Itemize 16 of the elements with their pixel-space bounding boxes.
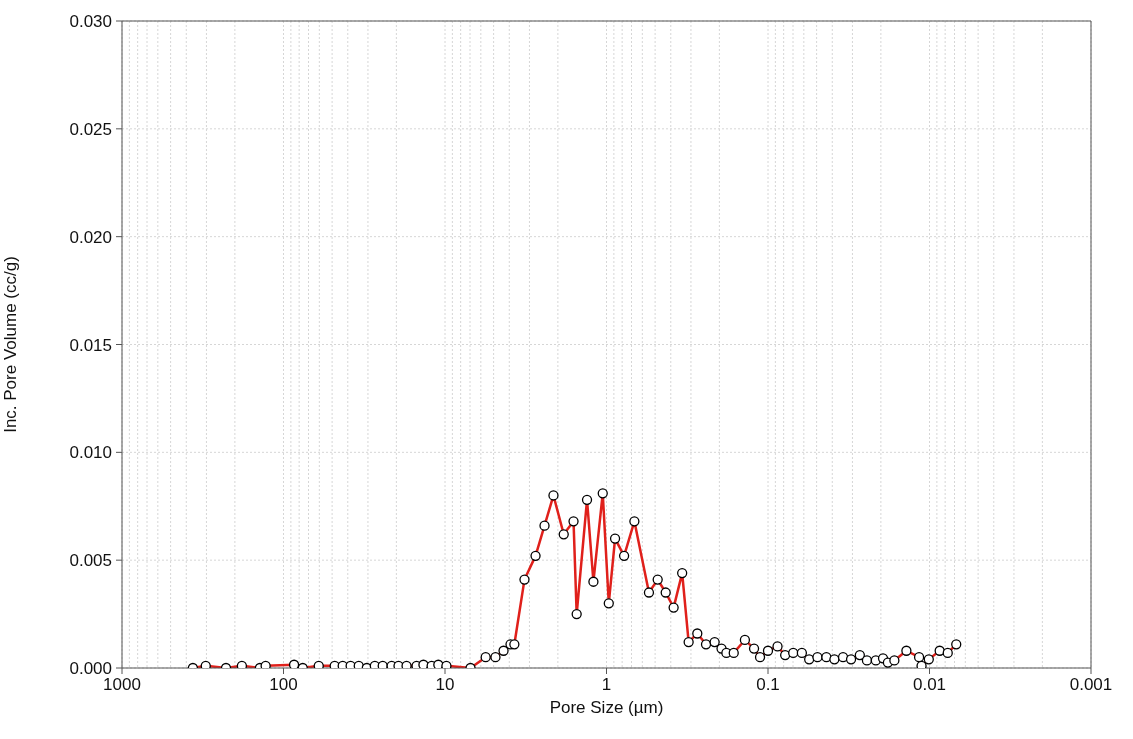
x-tick-label: 1	[601, 675, 612, 694]
x-tick-label: 0.01	[912, 675, 947, 694]
y-tick-label: 0.020	[69, 227, 112, 247]
x-tick-label: 0.001	[1069, 675, 1113, 694]
y-tick-label: 0.025	[69, 119, 112, 139]
y-tick-label: 0.030	[69, 12, 112, 31]
x-tick-label: 1000	[103, 675, 141, 694]
y-tick-label: 0.010	[69, 443, 112, 463]
x-tick-label: 0.1	[756, 675, 780, 694]
y-tick-label: 0.005	[69, 551, 112, 571]
y-tick-label: 0.015	[69, 335, 112, 355]
x-axis-title: Pore Size (µm)	[549, 698, 664, 717]
y-tick-label: 0.000	[69, 659, 112, 678]
y-axis-title: Inc. Pore Volume (cc/g)	[1, 256, 21, 433]
x-tick-label: 100	[269, 675, 298, 694]
x-tick-label: 10	[435, 675, 455, 694]
